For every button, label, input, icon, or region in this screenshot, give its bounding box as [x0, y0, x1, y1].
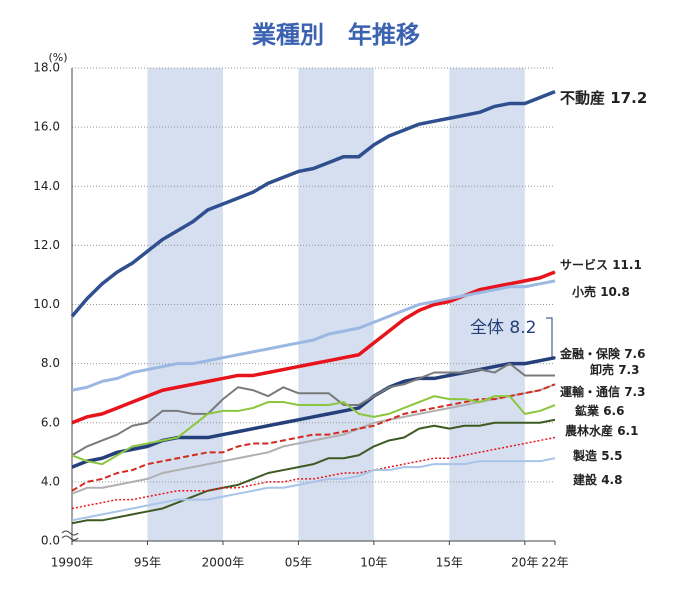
- x-tick-label: 20年: [511, 556, 538, 570]
- end-label: 農林水産 6.1: [565, 423, 638, 438]
- y-tick-label: 18.0: [33, 61, 60, 75]
- series-name: 運輸・通信: [560, 384, 620, 399]
- series-line: [71, 362, 555, 457]
- x-tick-label: 05年: [285, 556, 312, 570]
- x-tick-label: 1990年: [51, 556, 94, 570]
- label-bracket: [546, 317, 556, 359]
- shaded-band: [147, 68, 223, 541]
- x-tick-label: 95年: [134, 556, 161, 570]
- end-label: 運輸・通信 7.3: [560, 384, 645, 399]
- end-value: 10.8: [600, 285, 630, 299]
- series-line: [71, 279, 556, 392]
- x-tick-label: 15年: [436, 556, 463, 570]
- end-value: 5.5: [601, 449, 622, 463]
- y-tick-label: 12.0: [33, 238, 60, 252]
- end-value: 6.1: [617, 424, 638, 438]
- series-line: [71, 270, 556, 425]
- x-tick-label: 2000年: [202, 556, 245, 570]
- series-line: [71, 436, 556, 510]
- chart-title: 業種別 年推移: [252, 21, 420, 49]
- y-tick-label: 16.0: [33, 120, 60, 134]
- y-tick-label: 6.0: [41, 415, 60, 429]
- x-tick-label: 22年: [541, 556, 568, 570]
- series-name: 不動産: [560, 89, 605, 107]
- series-line: [71, 457, 556, 522]
- axis-break: [61, 530, 79, 541]
- end-value: 6.6: [603, 404, 624, 418]
- series-line: [71, 418, 556, 525]
- end-label: 不動産 17.2: [560, 89, 647, 107]
- y-tick-label: 14.0: [33, 179, 60, 193]
- y-tick-label: 8.0: [41, 356, 60, 370]
- end-label: サービス 11.1: [560, 257, 642, 272]
- end-value: 7.6: [624, 347, 645, 361]
- y-tick-label: 0.0: [41, 534, 60, 548]
- end-value: 11.1: [612, 258, 642, 272]
- end-label: 小売 10.8: [572, 284, 630, 299]
- end-value: 7.3: [624, 385, 645, 399]
- end-value: 4.8: [601, 473, 622, 487]
- series-line: [71, 383, 556, 495]
- series-name: 鉱業: [575, 403, 600, 418]
- x-tick-label: 10年: [360, 556, 387, 570]
- series-name: 卸売: [590, 362, 614, 377]
- end-value: 7.3: [618, 363, 639, 377]
- y-unit: (%): [48, 51, 67, 64]
- series-line: [71, 395, 556, 466]
- series-name: 建設: [572, 472, 598, 487]
- y-tick-label: 10.0: [33, 297, 60, 311]
- end-value: 17.2: [610, 89, 647, 107]
- end-label: 建設 4.8: [572, 472, 622, 487]
- series-name: 製造: [572, 448, 598, 463]
- end-label: 金融・保険 7.6: [559, 346, 645, 361]
- end-label: 卸売 7.3: [590, 362, 639, 377]
- series-name: 金融・保険: [559, 346, 621, 361]
- series-name: サービス: [560, 257, 608, 272]
- series-name: 全体: [470, 318, 504, 338]
- end-label: 製造 5.5: [572, 448, 622, 463]
- end-label: 鉱業 6.6: [575, 403, 624, 418]
- end-value: 8.2: [509, 318, 536, 338]
- series-line: [70, 90, 556, 318]
- y-tick-label: 4.0: [41, 474, 60, 488]
- series-name: 農林水産: [565, 423, 613, 438]
- series-name: 小売: [572, 284, 596, 299]
- end-label: 全体 8.2: [470, 318, 536, 338]
